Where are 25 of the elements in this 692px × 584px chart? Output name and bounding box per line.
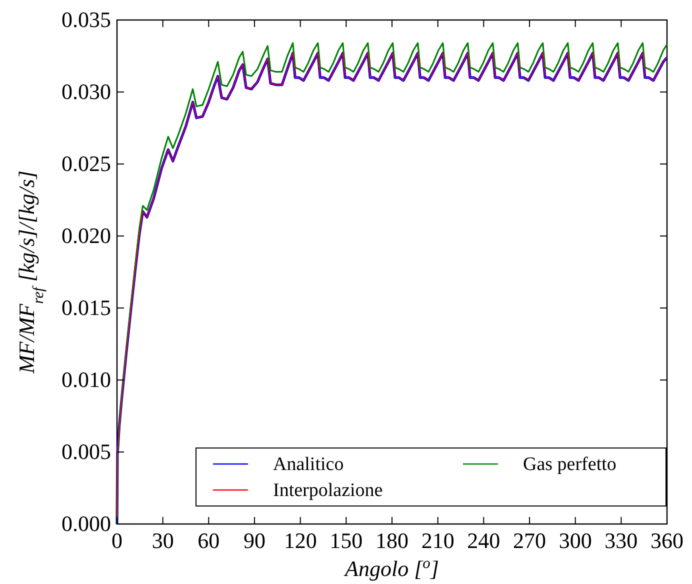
- y-tick-label: 0.000: [62, 511, 111, 536]
- x-tick-label: 330: [604, 528, 638, 553]
- y-tick-label: 0.020: [62, 223, 111, 248]
- x-tick-label: 240: [467, 528, 500, 553]
- x-tick-label: 360: [650, 528, 684, 553]
- x-tick-label: 90: [244, 528, 266, 553]
- x-tick-label: 300: [558, 528, 592, 553]
- legend-label: Gas perfetto: [523, 454, 616, 475]
- y-tick-label: 0.035: [62, 7, 111, 32]
- x-tick-label: 120: [284, 528, 317, 553]
- x-tick-label: 270: [513, 528, 546, 553]
- y-tick-label: 0.030: [62, 79, 111, 104]
- x-tick-label: 0: [112, 528, 122, 553]
- y-tick-label: 0.025: [62, 151, 111, 176]
- y-tick-label: 0.010: [62, 367, 111, 392]
- y-tick-label: 0.015: [62, 295, 111, 320]
- x-tick-label: 180: [376, 528, 408, 553]
- x-tick-label: 30: [152, 528, 174, 553]
- x-axis-title: Angolo [$^{o}$]: [343, 554, 439, 581]
- y-tick-label: 0.005: [62, 439, 111, 464]
- legend-label: Analitico: [273, 454, 344, 475]
- x-tick-label: 210: [421, 528, 454, 553]
- x-tick-label: 60: [198, 528, 220, 553]
- legend-label: Interpolazione: [273, 480, 383, 501]
- x-tick-label: 150: [330, 528, 363, 553]
